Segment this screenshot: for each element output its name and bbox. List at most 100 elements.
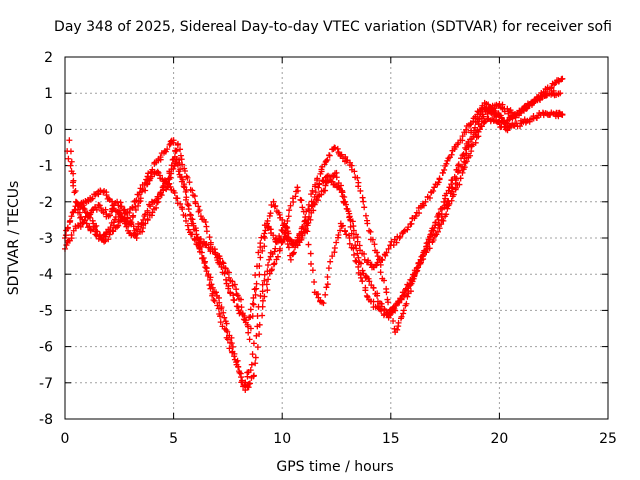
data-point xyxy=(472,124,479,131)
data-point xyxy=(68,158,75,165)
data-point xyxy=(416,210,423,217)
data-point xyxy=(467,152,474,159)
data-point xyxy=(362,212,369,219)
data-point xyxy=(264,262,271,269)
data-point xyxy=(263,281,270,288)
data-point xyxy=(83,220,90,227)
data-point xyxy=(352,242,359,249)
data-point xyxy=(364,220,371,227)
axis-ticks: 0 5 10 15 20 25 -8 -7 -6 -5 -4 -3 -2 -1 0 1 2 xyxy=(39,50,617,447)
data-point xyxy=(155,195,162,202)
y-tick-label: -8 xyxy=(39,412,53,428)
data-point xyxy=(268,202,275,209)
data-point xyxy=(189,187,196,194)
data-point xyxy=(360,198,367,205)
data-point xyxy=(448,151,455,158)
data-point xyxy=(164,146,171,153)
data-point xyxy=(497,112,504,119)
data-point xyxy=(417,256,424,263)
data-point xyxy=(81,206,88,213)
data-point xyxy=(287,236,294,243)
data-point xyxy=(130,212,137,219)
data-point xyxy=(373,249,380,256)
data-point xyxy=(178,178,185,185)
data-point xyxy=(252,360,259,367)
data-point xyxy=(418,253,425,260)
data-point xyxy=(203,228,210,235)
y-tick-label: -6 xyxy=(39,340,53,356)
y-tick-label: -7 xyxy=(39,376,53,392)
data-point xyxy=(508,109,515,116)
data-point xyxy=(385,299,392,306)
data-point xyxy=(242,317,249,324)
data-point xyxy=(183,217,190,224)
data-point xyxy=(370,285,377,292)
data-point xyxy=(322,291,329,298)
data-point xyxy=(251,286,258,293)
data-point xyxy=(351,168,358,175)
data-point xyxy=(268,266,275,273)
data-point xyxy=(339,222,346,229)
data-point xyxy=(350,227,357,234)
data-point xyxy=(149,209,156,216)
data-point xyxy=(209,292,216,299)
data-point xyxy=(404,293,411,300)
data-point xyxy=(324,273,331,280)
data-point xyxy=(278,227,285,234)
data-point xyxy=(343,157,350,164)
data-point xyxy=(309,187,316,194)
data-point xyxy=(129,204,136,211)
data-point xyxy=(422,198,429,205)
data-point xyxy=(112,213,119,220)
data-point xyxy=(248,361,255,368)
data-point xyxy=(322,182,329,189)
data-point xyxy=(444,205,451,212)
data-point xyxy=(191,193,198,200)
data-point xyxy=(425,239,432,246)
data-point xyxy=(327,258,334,265)
data-point xyxy=(142,220,149,227)
data-point xyxy=(383,249,390,256)
data-point xyxy=(354,238,361,245)
data-point xyxy=(278,239,285,246)
data-point xyxy=(256,331,263,338)
data-point xyxy=(192,200,199,207)
data-point xyxy=(162,178,169,185)
data-point xyxy=(203,268,210,275)
x-tick-label: 10 xyxy=(273,431,291,447)
data-point xyxy=(382,252,389,259)
data-point xyxy=(449,185,456,192)
data-point xyxy=(252,291,259,298)
data-point xyxy=(326,152,333,159)
data-point xyxy=(331,245,338,252)
grid xyxy=(65,57,608,419)
data-point xyxy=(261,293,268,300)
data-point xyxy=(193,231,200,238)
plot-frame xyxy=(64,56,609,420)
data-point xyxy=(507,122,514,129)
data-point xyxy=(105,195,112,202)
data-point xyxy=(364,294,371,301)
data-point xyxy=(97,205,104,212)
data-point xyxy=(90,220,97,227)
data-point xyxy=(256,321,263,328)
data-point xyxy=(238,304,245,311)
data-point xyxy=(307,250,314,257)
data-point xyxy=(67,162,74,169)
data-point xyxy=(335,149,342,156)
data-point xyxy=(197,213,204,220)
data-point xyxy=(257,240,264,247)
data-point xyxy=(435,179,442,186)
data-point xyxy=(359,278,366,285)
data-point xyxy=(460,151,467,158)
data-point xyxy=(203,241,210,248)
data-point xyxy=(352,257,359,264)
data-point xyxy=(264,287,271,294)
data-point xyxy=(294,187,301,194)
data-point xyxy=(309,267,316,274)
data-point xyxy=(166,141,173,148)
data-point xyxy=(259,247,266,254)
data-point xyxy=(177,146,184,153)
data-point xyxy=(86,211,93,218)
